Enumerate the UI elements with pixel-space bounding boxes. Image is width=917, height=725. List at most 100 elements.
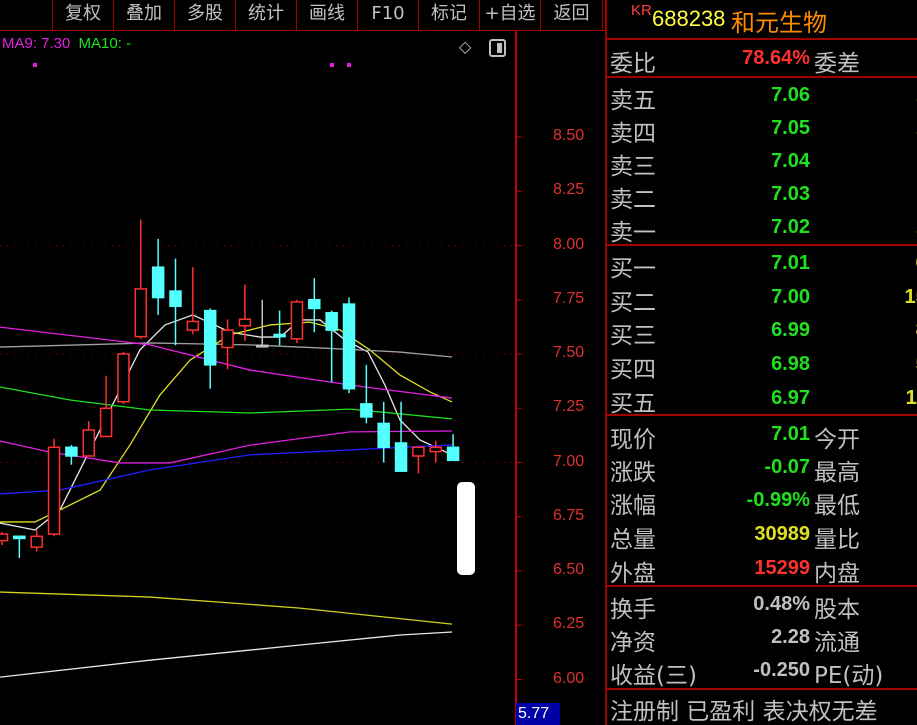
ma10-label: MA10: -: [78, 35, 132, 52]
candle-body: [186, 320, 200, 331]
signal-dot: [33, 63, 37, 67]
fundamental-label: 收益(三): [610, 663, 697, 689]
commission-diff-label: 委差: [814, 51, 860, 77]
quote-row[interactable]: 涨跌 -0.07 最高: [607, 451, 917, 486]
candle-body: [394, 442, 408, 472]
ask-row[interactable]: 卖五 7.06 148: [607, 79, 917, 114]
ask-row[interactable]: 卖二7.0359: [607, 178, 917, 213]
fundamental-value: 0.48%: [753, 593, 810, 615]
divider: [607, 38, 917, 40]
axis-tick-label: 7.50: [553, 344, 585, 361]
candle-body: [377, 422, 390, 449]
ask-row[interactable]: 卖一 7.02 130: [607, 211, 917, 246]
bid-value: 6.99: [771, 319, 810, 341]
kline-chart[interactable]: [0, 0, 605, 725]
mark-button[interactable]: 标记: [418, 0, 479, 30]
bid-row[interactable]: 买一 7.01 632: [607, 247, 917, 282]
ask-value: 7.02: [771, 216, 810, 238]
candle-body: [151, 266, 165, 299]
bid-volume: 632: [916, 252, 917, 275]
ask-row[interactable]: 卖四 7.05 167: [607, 112, 917, 147]
add-watchlist-button[interactable]: +自选: [479, 0, 540, 30]
draw-line-button[interactable]: 画线: [296, 0, 357, 30]
quote-row[interactable]: 总量 30989 量比: [607, 518, 917, 553]
back-button[interactable]: 返回: [540, 0, 603, 30]
candle-body: [82, 429, 95, 457]
panel-toggle-icon[interactable]: [489, 39, 506, 57]
fuquan-button[interactable]: 复权: [52, 0, 113, 30]
fundamental-row[interactable]: 换手 0.48% 股本: [607, 588, 917, 623]
bid-volume: 538: [916, 353, 917, 376]
candle-body: [0, 533, 9, 542]
toolbar-spacer: [0, 0, 52, 30]
cursor-price-badge: 5.77: [516, 703, 560, 725]
ask-volume: 148: [916, 84, 917, 107]
bid-volume: 1143: [905, 387, 917, 409]
bid-label: 买三: [610, 323, 656, 349]
candle-body: [429, 446, 442, 453]
f10-button[interactable]: F10: [357, 0, 418, 30]
fundamental-label2: PE(动): [814, 663, 884, 689]
overlay-button[interactable]: 叠加: [113, 0, 174, 30]
quote-row[interactable]: 外盘 15299 内盘: [607, 552, 917, 587]
multi-stock-button[interactable]: 多股: [174, 0, 235, 30]
quote-label2: 最高: [814, 460, 860, 486]
bid-volume: 851: [916, 319, 917, 342]
ma-legend: MA9: 7.30 MA10: -: [2, 35, 131, 52]
fundamental-value: 2.28: [771, 626, 810, 648]
bid-value: 6.97: [771, 387, 810, 409]
candle-body: [13, 535, 26, 540]
candle-body: [30, 535, 43, 548]
fundamental-row[interactable]: 净资 2.28 流通: [607, 621, 917, 656]
bid-row[interactable]: 买二 7.00 1552: [607, 281, 917, 316]
divider: [607, 585, 917, 587]
bid-label: 买五: [610, 391, 656, 417]
candle-body: [446, 446, 460, 462]
bid-row[interactable]: 买四 6.98 538: [607, 348, 917, 383]
fundamental-label: 净资: [610, 630, 656, 656]
bid-row[interactable]: 买五 6.97 1143: [607, 382, 917, 417]
ask-label: 卖四: [610, 121, 656, 147]
ask-value: 7.06: [771, 84, 810, 106]
signal-dot: [330, 63, 334, 67]
axis-tick-label: 7.75: [553, 289, 585, 307]
quote-row[interactable]: 现价 7.01 今开: [607, 418, 917, 453]
market-tag: KR: [631, 2, 652, 19]
quote-value: 7.01: [771, 423, 810, 445]
scroll-handle[interactable]: [457, 482, 475, 575]
axis-tick-label: 7.25: [553, 398, 585, 416]
statistics-button[interactable]: 统计: [235, 0, 296, 30]
fundamental-label: 换手: [610, 597, 656, 623]
fundamental-label2: 股本: [814, 597, 860, 623]
divider: [607, 244, 917, 246]
ask-row[interactable]: 卖三7.0454: [607, 145, 917, 180]
candle-body: [360, 403, 373, 418]
quote-row[interactable]: 涨幅 -0.99% 最低: [607, 484, 917, 519]
candle-body: [273, 333, 286, 338]
quote-label2: 今开: [814, 427, 860, 453]
commission-row: 委比 78.64% 委差: [607, 42, 917, 77]
ma9-label: MA9: 7.30: [2, 35, 71, 52]
candle-body: [203, 309, 217, 366]
ma-line: [0, 631, 453, 678]
axis-tick-label: 8.00: [553, 235, 585, 253]
bid-volume: 1552: [904, 286, 917, 308]
commission-value: 78.64%: [742, 47, 810, 69]
stock-name: 和元生物: [731, 9, 827, 37]
quote-value: -0.07: [764, 456, 810, 478]
ma-line: [0, 326, 453, 399]
candle-body: [238, 318, 252, 327]
axis-tick-label: 7.00: [553, 452, 585, 470]
diamond-icon[interactable]: ◇: [459, 37, 472, 56]
axis-tick-label: 6.00: [553, 669, 585, 687]
quote-label: 现价: [610, 427, 656, 453]
candle-body: [412, 446, 425, 457]
quote-label2: 内盘: [814, 561, 860, 587]
quote-label2: 量比: [814, 527, 860, 553]
ask-label: 卖一: [610, 220, 656, 246]
axis-tick-label: 8.50: [553, 127, 585, 144]
commission-label: 委比: [610, 51, 656, 77]
fundamental-row[interactable]: 收益(三) -0.250 PE(动): [607, 654, 917, 689]
bid-row[interactable]: 买三 6.99 851: [607, 314, 917, 349]
candle-body: [221, 329, 234, 349]
